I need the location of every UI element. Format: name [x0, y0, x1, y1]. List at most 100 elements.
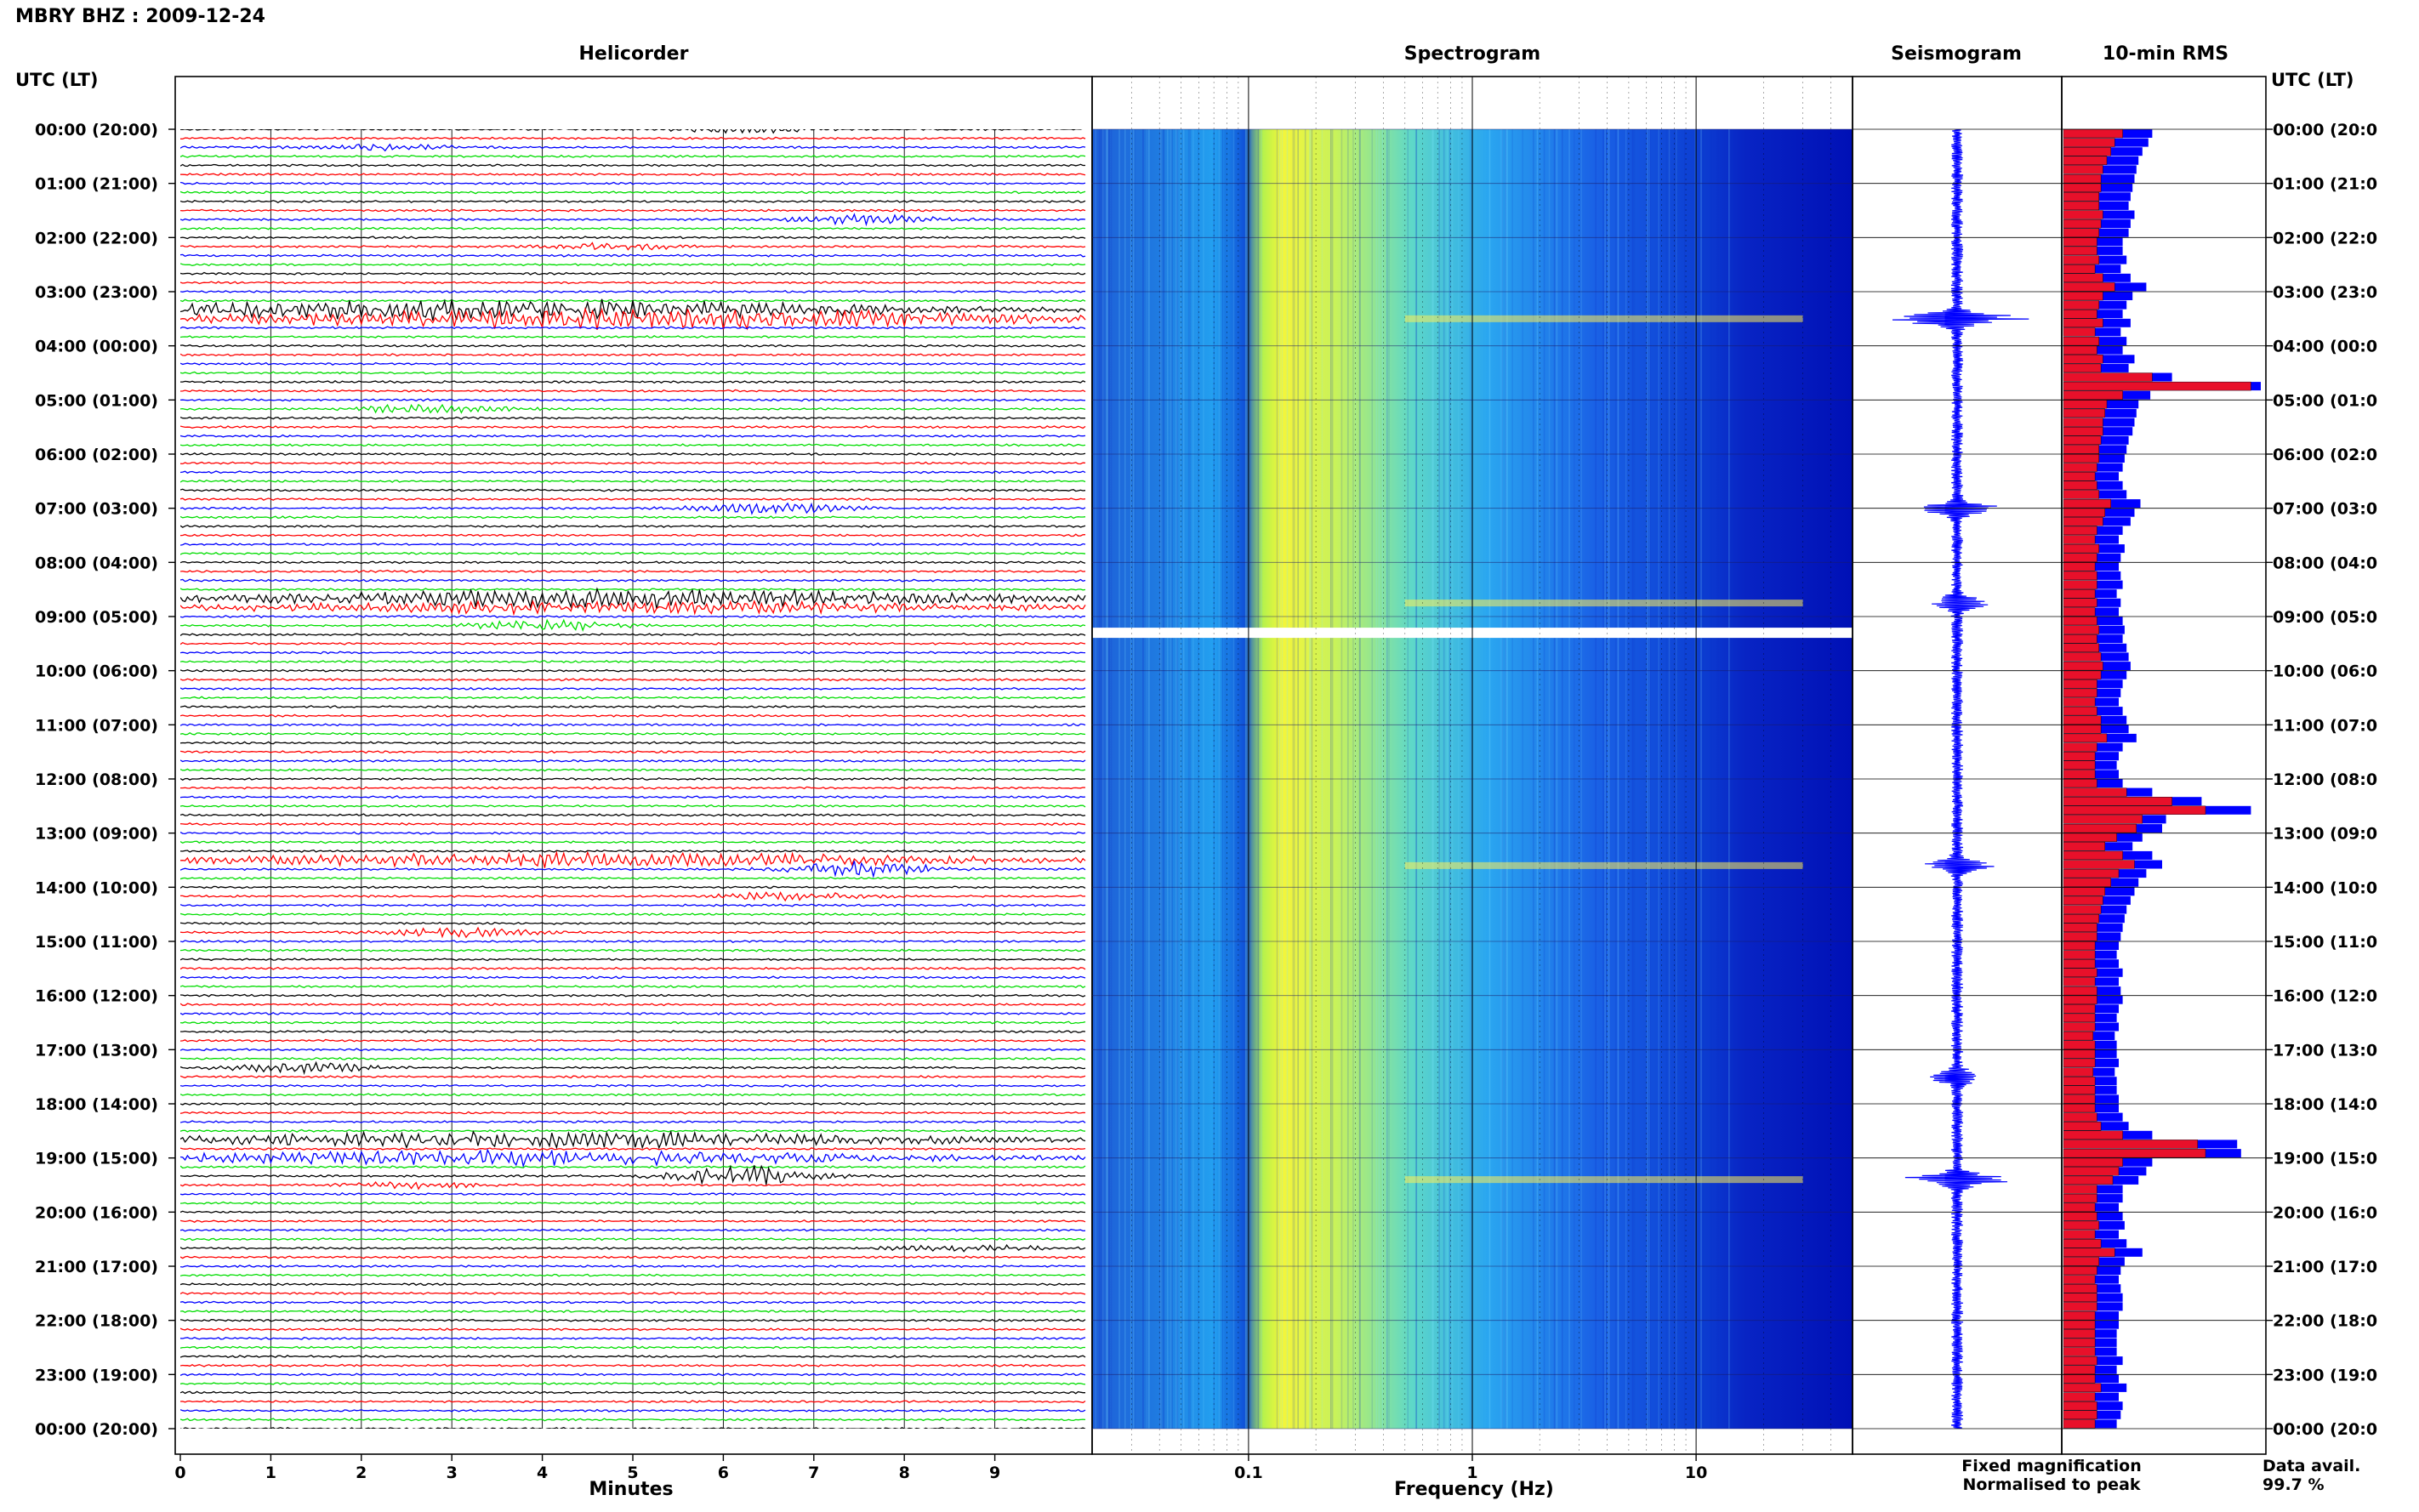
rms-bar-normalised	[2063, 787, 2127, 797]
helicorder-trace	[180, 380, 1086, 384]
rms-bar-normalised	[2063, 706, 2097, 716]
rms-bar-normalised	[2063, 291, 2103, 301]
helicorder-trace	[180, 741, 1086, 745]
helicorder-trace	[180, 1210, 1086, 1214]
data-avail-label: Data avail.	[2262, 1457, 2360, 1475]
helicorder-trace	[180, 1111, 1086, 1115]
helicorder-trace	[180, 1165, 1086, 1169]
rms-bar-normalised	[2063, 472, 2096, 481]
rms-bar-normalised	[2063, 661, 2103, 671]
helicorder-trace	[180, 416, 1085, 420]
time-label-right: 04:00 (00:0	[2273, 338, 2377, 356]
rms-bar-normalised	[2063, 1275, 2096, 1284]
helicorder-trace	[180, 389, 1086, 393]
rms-bar-normalised	[2063, 1410, 2097, 1420]
helicorder-trace	[180, 731, 1086, 736]
helicorder-trace	[180, 533, 1086, 537]
rms-bar-normalised	[2063, 300, 2099, 310]
helicorder-trace	[180, 1426, 1086, 1429]
rms-bar-normalised	[2063, 1031, 2093, 1041]
helicorder-trace	[180, 199, 1086, 203]
helicorder-trace	[180, 253, 1086, 258]
helicorder-trace	[180, 1075, 1086, 1079]
helicorder-trace	[180, 651, 1086, 655]
data-avail-value: 99.7 %	[2262, 1475, 2325, 1494]
rms-bar-normalised	[2063, 679, 2097, 689]
time-label-left: 17:00 (13:00)	[35, 1041, 158, 1060]
rms-bar-normalised	[2063, 1085, 2096, 1095]
rms-bar-normalised	[2063, 860, 2135, 869]
helicorder-trace	[180, 452, 1086, 457]
rms-bar-normalised	[2063, 1310, 2096, 1321]
rms-bar-normalised	[2063, 246, 2097, 256]
rms-bar-normalised	[2063, 1140, 2199, 1149]
rms-bar-normalised	[2063, 1112, 2097, 1122]
helicorder-trace	[180, 1011, 1086, 1015]
rms-bar-normalised	[2063, 823, 2137, 833]
rms-bar-normalised	[2063, 986, 2097, 996]
station-title: MBRY BHZ : 2009-12-24	[15, 6, 265, 27]
rms-bar-normalised	[2063, 408, 2105, 418]
helicorder-trace	[180, 618, 1086, 633]
rms-bar-normalised	[2063, 941, 2096, 951]
helicorder-trace	[180, 190, 1086, 195]
rms-bar-normalised	[2063, 543, 2099, 554]
rms-bar-normalised	[2063, 201, 2099, 211]
time-label-left: 10:00 (06:00)	[35, 662, 158, 681]
helicorder-trace	[180, 966, 1086, 970]
rms-bar-normalised	[2063, 327, 2096, 337]
rms-bar-normalised	[2063, 1419, 2096, 1429]
time-label-right: 21:00 (17:0	[2273, 1258, 2377, 1276]
helicorder-trace	[180, 723, 1086, 727]
helicorder-trace	[180, 1318, 1086, 1322]
helicorder-trace	[180, 776, 1086, 782]
helicorder-trace	[180, 891, 1086, 902]
rms-bar-normalised	[2063, 625, 2099, 634]
time-label-right: 00:00 (20:0	[2273, 121, 2377, 139]
rms-panel	[2063, 128, 2261, 1429]
helicorder-trace	[180, 885, 1086, 890]
time-label-left: 05:00 (01:00)	[35, 391, 158, 410]
rms-bar-normalised	[2063, 1202, 2096, 1212]
helicorder-trace	[180, 633, 1086, 637]
helicorder-trace	[180, 326, 1086, 330]
helicorder-trace	[180, 298, 1086, 321]
helicorder-trace	[180, 1408, 1086, 1413]
rms-bar-normalised	[2063, 445, 2099, 454]
rms-bar-normalised	[2063, 1248, 2115, 1258]
helicorder-trace	[180, 1056, 1086, 1060]
time-label-right: 01:00 (21:0	[2273, 175, 2377, 194]
helicorder-trace	[180, 713, 1086, 718]
helicorder-trace	[180, 1164, 1085, 1185]
helicorder-trace	[180, 876, 1086, 880]
time-label-left: 11:00 (07:00)	[35, 716, 158, 735]
helicorder-trace	[180, 1237, 1086, 1242]
minute-tick-label: 5	[627, 1464, 638, 1482]
rms-frame	[2061, 76, 2267, 1455]
time-label-right: 17:00 (13:0	[2273, 1041, 2377, 1060]
rms-bar-normalised	[2063, 977, 2096, 986]
normalised-to-peak-legend: Normalised to peak	[1962, 1475, 2140, 1494]
helicorder-trace	[180, 705, 1086, 709]
rms-bar-normalised	[2063, 1175, 2114, 1185]
rms-bar-normalised	[2063, 805, 2206, 815]
minute-tick-label: 0	[174, 1464, 185, 1482]
time-label-right: 13:00 (09:0	[2273, 825, 2377, 844]
rms-bar-normalised	[2063, 1265, 2097, 1276]
helicorder-trace	[180, 1180, 1086, 1191]
helicorder-trace	[180, 154, 1086, 158]
helicorder-trace	[180, 1038, 1086, 1043]
rms-bar-normalised	[2063, 381, 2251, 391]
rms-bar-normalised	[2063, 752, 2096, 761]
helicorder-trace	[180, 361, 1086, 366]
rms-bar-normalised	[2063, 480, 2097, 490]
rms-bar-normalised	[2063, 553, 2097, 562]
rms-bar-normalised	[2063, 562, 2096, 571]
rms-bar-normalised	[2063, 1121, 2102, 1131]
rms-bar-normalised	[2063, 1040, 2096, 1049]
time-label-left: 13:00 (09:00)	[35, 825, 158, 844]
rms-bar-normalised	[2063, 815, 2143, 824]
helicorder-trace	[180, 173, 1086, 177]
rms-bar-normalised	[2063, 715, 2102, 725]
helicorder-trace	[180, 1373, 1086, 1377]
